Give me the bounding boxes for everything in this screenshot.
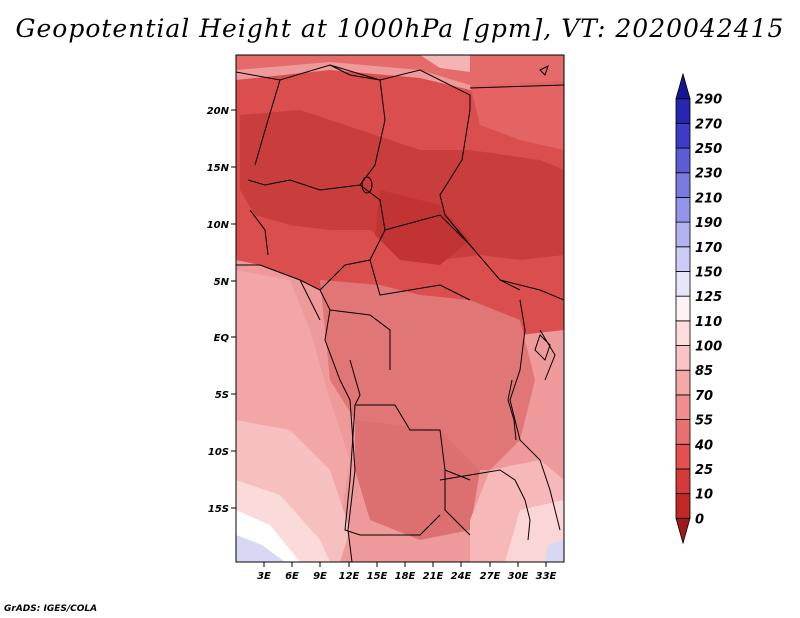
- field-south-central: [355, 420, 480, 540]
- colorbar-label: 125: [695, 290, 722, 305]
- lon-tick-label: 33E: [536, 571, 557, 582]
- colorbar-segment: [675, 394, 691, 420]
- grads-credit: GrADS: IGES/COLA: [4, 604, 98, 614]
- field-north-pale: [420, 55, 470, 72]
- field-north-band: [236, 55, 564, 85]
- colorbar-segment: [675, 246, 691, 272]
- colorbar-label: 55: [695, 414, 713, 429]
- colorbar-segment: [675, 98, 691, 124]
- colorbar-segment: [675, 443, 691, 470]
- colorbar-segment: [675, 517, 691, 545]
- colorbar-segment: [675, 468, 691, 495]
- lon-tick-label: 6E: [285, 571, 299, 582]
- lat-tick-label: 10N: [207, 220, 230, 231]
- lon-tick-label: 30E: [508, 571, 529, 582]
- colorbar-label: 85: [695, 364, 713, 379]
- lon-tick-label: 27E: [480, 571, 501, 582]
- longitude-axis: 3E 6E 9E 12E 15E 18E 21E 24E 27E 30E 33E: [257, 562, 557, 582]
- lat-tick-label: 5S: [215, 390, 229, 401]
- colorbar-label: 290: [695, 93, 722, 108]
- colorbar-label: 230: [695, 167, 722, 182]
- colorbar-label: 210: [695, 191, 722, 206]
- colorbar-segment: [675, 493, 691, 519]
- lon-tick-label: 21E: [423, 571, 444, 582]
- colorbar-segment: [675, 295, 691, 322]
- field-deep-core: [375, 190, 470, 265]
- lat-tick-label: 20N: [207, 106, 230, 117]
- colorbar-label: 150: [695, 265, 722, 280]
- colorbar: 0 10 25 40 55 70 85 100 110 125 150 170 190 210 230 250…: [675, 72, 722, 545]
- colorbar-label: 0: [695, 512, 704, 527]
- lon-tick-label: 12E: [339, 571, 360, 582]
- coastline: [236, 264, 356, 562]
- map-title: Geopotential Height at 1000hPa [gpm], VT…: [15, 14, 785, 43]
- colorbar-segment: [675, 147, 691, 174]
- colorbar-label: 40: [694, 438, 713, 453]
- colorbar-label: 110: [695, 315, 722, 330]
- colorbar-segment: [675, 369, 691, 396]
- colorbar-segment: [675, 197, 691, 223]
- colorbar-segment: [675, 72, 691, 100]
- colorbar-segment: [675, 345, 691, 371]
- plot-frame: [235, 54, 565, 563]
- field-lavender: [236, 535, 285, 562]
- lat-tick-label: 15S: [208, 504, 229, 515]
- lon-tick-label: 18E: [395, 571, 416, 582]
- country-borders: [236, 64, 564, 536]
- lat-tick-label: 15N: [207, 163, 230, 174]
- latitude-axis: 20N 15N 10N 5N EQ 5S 10S 15S: [207, 106, 236, 515]
- colorbar-label: 70: [695, 389, 713, 404]
- colorbar-label: 25: [695, 463, 713, 478]
- lon-tick-label: 9E: [313, 571, 327, 582]
- lat-tick-label: 5N: [214, 277, 230, 288]
- lon-tick-label: 15E: [367, 571, 388, 582]
- colorbar-label: 10: [695, 488, 713, 503]
- colorbar-segment: [675, 419, 691, 445]
- colorbar-label: 170: [695, 241, 722, 256]
- colorbar-segment: [675, 172, 691, 198]
- field-ne-light: [470, 80, 564, 150]
- field-southeast-lavender: [545, 540, 564, 562]
- lat-tick-label: EQ: [214, 333, 230, 344]
- colorbar-label: 100: [695, 340, 722, 355]
- colorbar-label: 190: [695, 216, 722, 231]
- colorbar-segment: [675, 271, 691, 297]
- colorbar-segment: [675, 221, 691, 248]
- colorbar-segment: [675, 320, 691, 346]
- lon-tick-label: 24E: [451, 571, 472, 582]
- lakes: [361, 65, 551, 541]
- colorbar-segment: [675, 122, 691, 149]
- geopotential-field: [236, 55, 564, 562]
- colorbar-label: 250: [695, 142, 722, 157]
- field-deep-red: [240, 110, 564, 260]
- colorbar-label: 270: [695, 117, 722, 132]
- lat-tick-label: 10S: [208, 447, 229, 458]
- lon-tick-label: 3E: [257, 571, 271, 582]
